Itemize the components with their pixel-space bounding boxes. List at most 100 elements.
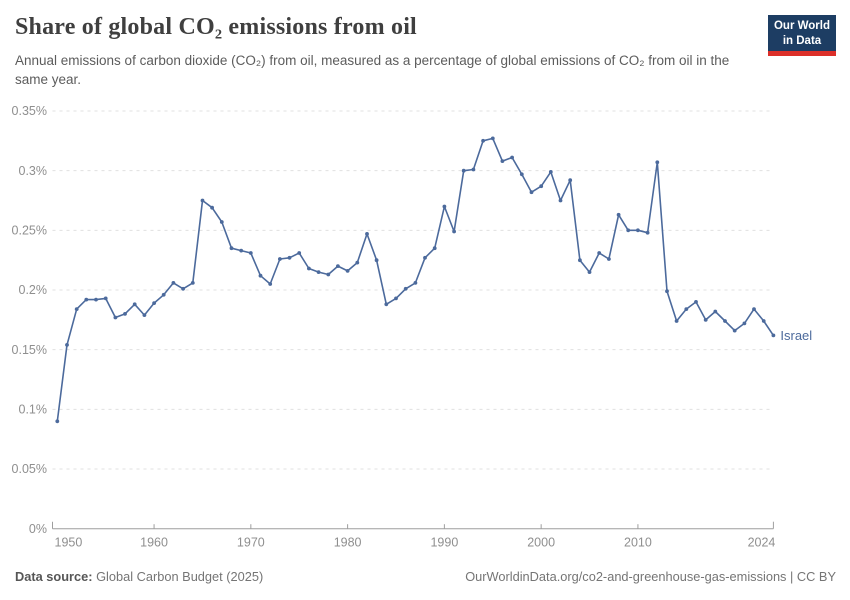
- data-point: [374, 258, 379, 263]
- data-point: [171, 281, 176, 285]
- data-source-note: Data source: Global Carbon Budget (2025): [15, 569, 263, 584]
- data-point: [239, 248, 244, 253]
- data-point: [626, 228, 631, 233]
- data-point: [142, 313, 147, 317]
- data-point: [268, 282, 273, 286]
- data-point: [132, 302, 137, 307]
- data-point: [297, 251, 302, 255]
- data-point: [645, 230, 650, 235]
- data-point: [113, 315, 118, 320]
- data-point: [442, 204, 447, 209]
- data-point: [452, 229, 456, 234]
- y-tick-label: 0.15%: [12, 343, 47, 357]
- data-point: [307, 266, 311, 271]
- data-point: [94, 297, 98, 302]
- x-tick-label: 1980: [334, 536, 362, 550]
- data-point: [316, 270, 321, 274]
- data-point: [655, 160, 660, 165]
- series-end-label: Israel: [780, 328, 812, 343]
- data-source-label: Data source:: [15, 569, 93, 584]
- data-point: [665, 289, 669, 294]
- data-point: [365, 232, 369, 236]
- data-point: [713, 309, 718, 314]
- x-tick-label: 2000: [527, 536, 555, 550]
- y-tick-label: 0%: [29, 522, 47, 536]
- data-point: [65, 343, 69, 347]
- data-point: [345, 269, 350, 273]
- data-point: [510, 155, 514, 160]
- y-tick-label: 0.2%: [19, 283, 48, 297]
- data-point: [703, 318, 708, 322]
- y-tick-label: 0.3%: [19, 164, 48, 178]
- y-tick-label: 0.35%: [12, 104, 47, 118]
- owid-logo[interactable]: Our World in Data: [768, 15, 836, 57]
- chart-subtitle: Annual emissions of carbon dioxide (CO₂)…: [15, 53, 730, 87]
- data-point: [587, 270, 592, 274]
- chart-footer: Data source: Global Carbon Budget (2025)…: [15, 569, 836, 584]
- data-point: [616, 212, 621, 217]
- data-point: [423, 255, 427, 260]
- data-point: [636, 228, 640, 233]
- data-point: [578, 258, 582, 263]
- data-point: [723, 319, 727, 323]
- data-point: [539, 184, 544, 189]
- page-title: Share of global CO₂ emissions from oil: [15, 14, 417, 40]
- data-point: [55, 419, 60, 424]
- data-point: [258, 273, 263, 278]
- x-tick-label: 2024: [748, 536, 776, 550]
- data-point: [694, 300, 698, 304]
- data-point: [413, 281, 418, 285]
- data-point: [248, 251, 253, 255]
- data-point: [190, 281, 195, 285]
- y-tick-label: 0.25%: [12, 224, 47, 238]
- data-point: [732, 328, 737, 333]
- data-point: [219, 220, 224, 224]
- data-point: [161, 292, 166, 297]
- owid-url-license-link[interactable]: OurWorldinData.org/co2-and-greenhouse-ga…: [465, 569, 836, 584]
- data-point: [152, 301, 157, 305]
- data-point: [461, 168, 466, 173]
- x-tick-label: 1970: [237, 536, 265, 550]
- data-point: [355, 260, 360, 265]
- data-point: [490, 136, 495, 141]
- data-point: [771, 333, 776, 338]
- data-point: [326, 272, 331, 277]
- data-point: [761, 319, 766, 323]
- data-point: [548, 170, 553, 174]
- data-point: [471, 167, 476, 172]
- data-point: [519, 172, 524, 177]
- data-point: [403, 286, 408, 291]
- data-point: [568, 178, 573, 183]
- y-tick-label: 0.05%: [12, 462, 47, 476]
- data-point: [674, 319, 679, 323]
- data-point: [336, 264, 340, 268]
- data-point: [123, 312, 127, 316]
- x-tick-label: 2010: [624, 536, 652, 550]
- data-point: [84, 297, 89, 302]
- data-point: [287, 255, 292, 260]
- owid-logo-line1: Our World: [773, 20, 830, 32]
- data-point: [278, 257, 282, 261]
- data-point: [384, 302, 389, 307]
- data-point: [597, 251, 602, 255]
- data-point: [481, 138, 485, 143]
- x-tick-label: 1990: [430, 536, 458, 550]
- x-tick-label: 1950: [55, 536, 83, 550]
- data-point: [742, 321, 747, 326]
- data-point: [432, 246, 437, 251]
- data-point: [607, 257, 611, 261]
- data-point: [181, 286, 186, 291]
- data-point: [529, 190, 534, 195]
- y-tick-label: 0.1%: [19, 403, 48, 417]
- data-point: [558, 198, 563, 203]
- x-tick-label: 1960: [140, 536, 168, 550]
- data-point: [200, 198, 205, 203]
- data-point: [103, 296, 108, 301]
- data-point: [500, 159, 505, 164]
- data-point: [229, 246, 234, 251]
- data-point: [752, 307, 756, 311]
- data-point: [684, 307, 689, 311]
- data-source-value: Global Carbon Budget (2025): [92, 569, 264, 584]
